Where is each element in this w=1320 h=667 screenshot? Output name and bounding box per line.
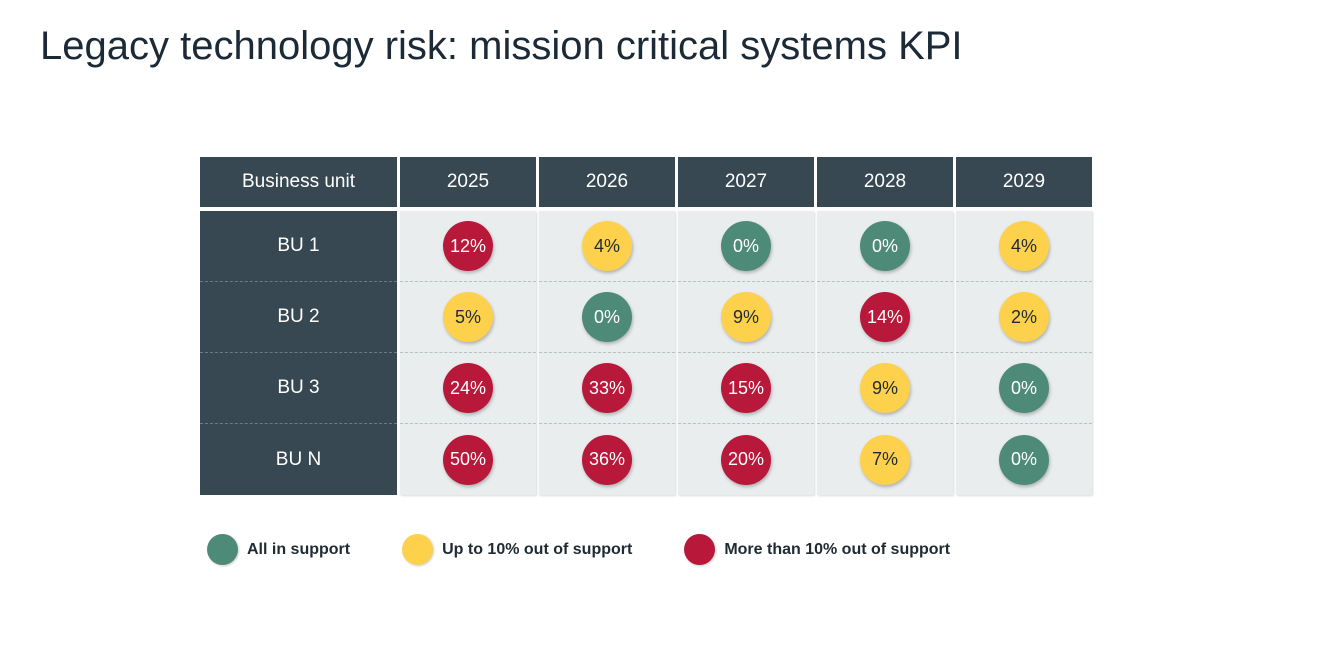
kpi-cell: 0% [678,211,814,282]
legend-item-red: More than 10% out of support [684,534,950,565]
status-dot-green: 0% [582,292,632,342]
kpi-cell: 0% [539,282,675,353]
row-label: BU 1 [200,211,397,282]
kpi-cell: 0% [956,424,1092,495]
kpi-cell: 4% [539,211,675,282]
header-year-2029: 2029 [956,157,1092,207]
legend-label: More than 10% out of support [724,540,951,558]
kpi-cell: 14% [817,282,953,353]
kpi-cell: 20% [678,424,814,495]
status-dot-yellow: 9% [860,363,910,413]
header-business-unit: Business unit [200,157,397,207]
kpi-cell: 24% [400,353,536,424]
kpi-table: Business unit 2025 2026 2027 2028 2029 BU 1 12%… [200,157,1092,495]
status-dot-red: 24% [443,363,493,413]
status-dot-yellow: 4% [582,221,632,271]
row-label: BU N [200,424,397,495]
legend-swatch-green [207,534,238,565]
kpi-cell: 12% [400,211,536,282]
status-dot-red: 14% [860,292,910,342]
status-dot-yellow: 7% [860,434,910,485]
status-dot-green: 0% [999,363,1049,413]
kpi-cell: 5% [400,282,536,353]
status-dot-red: 50% [443,434,493,485]
kpi-cell: 9% [678,282,814,353]
kpi-cell: 9% [817,353,953,424]
kpi-cell: 50% [400,424,536,495]
header-year-2025: 2025 [400,157,536,207]
status-dot-red: 33% [582,363,632,413]
legend-item-yellow: Up to 10% out of support [402,534,632,565]
legend: All in support Up to 10% out of support Mo… [207,534,1002,565]
status-dot-red: 15% [721,363,771,413]
kpi-cell: 0% [817,211,953,282]
kpi-cell: 33% [539,353,675,424]
status-dot-red: 36% [582,434,632,485]
legend-swatch-red [684,534,716,565]
status-dot-green: 0% [721,221,771,271]
legend-label: All in support [247,540,351,558]
legend-swatch-yellow [402,534,434,565]
kpi-cell: 15% [678,353,814,424]
status-dot-green: 0% [860,221,910,271]
status-dot-yellow: 9% [721,292,771,342]
header-year-2026: 2026 [539,157,675,207]
legend-item-green: All in support [207,534,350,565]
row-label: BU 3 [200,353,397,424]
kpi-cell: 7% [817,424,953,495]
status-dot-yellow: 2% [999,292,1049,342]
kpi-cell: 36% [539,424,675,495]
row-label: BU 2 [200,282,397,353]
header-year-2028: 2028 [817,157,953,207]
legend-label: Up to 10% out of support [442,540,633,558]
kpi-cell: 2% [956,282,1092,353]
page-title: Legacy technology risk: mission critical… [40,24,963,68]
status-dot-red: 20% [721,434,771,485]
header-year-2027: 2027 [678,157,814,207]
kpi-cell: 0% [956,353,1092,424]
status-dot-red: 12% [443,221,493,271]
status-dot-yellow: 5% [443,292,493,342]
status-dot-yellow: 4% [999,221,1049,271]
status-dot-green: 0% [999,434,1049,485]
kpi-cell: 4% [956,211,1092,282]
